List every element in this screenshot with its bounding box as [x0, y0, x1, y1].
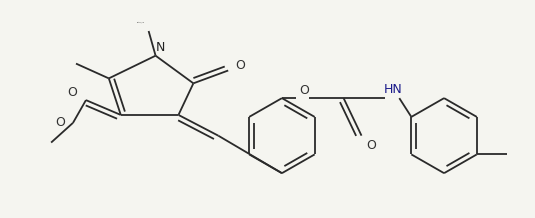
Text: O: O — [67, 86, 77, 99]
Text: O: O — [366, 139, 377, 152]
Text: N: N — [156, 41, 165, 54]
Text: O: O — [299, 84, 309, 97]
Text: methyl_line: methyl_line — [136, 21, 145, 23]
Text: O: O — [55, 116, 65, 129]
Text: HN: HN — [384, 83, 403, 96]
Text: O: O — [235, 59, 245, 72]
